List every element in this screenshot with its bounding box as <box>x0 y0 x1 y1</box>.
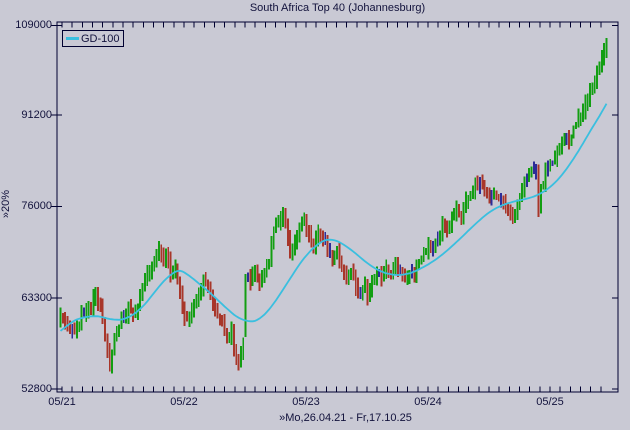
y-tick-label: 91200 <box>21 108 52 121</box>
x-tick-label: 05/22 <box>170 396 198 408</box>
y-tick-label: 76000 <box>21 200 52 212</box>
y-tick-label: 63300 <box>21 291 52 304</box>
ma-100-line <box>59 103 608 332</box>
x-tick-label: 05/21 <box>48 396 76 408</box>
x-tick-label: 05/24 <box>414 396 442 408</box>
legend-label: GD-100 <box>81 32 120 45</box>
legend-line-swatch <box>66 37 79 40</box>
legend-box: GD-100 <box>62 30 124 47</box>
chart-title: South Africa Top 40 (Johannesburg) <box>249 2 426 14</box>
axes-and-bars <box>51 21 619 393</box>
x-tick-label: 05/23 <box>292 396 320 408</box>
x-tick-label: 05/25 <box>536 396 564 408</box>
date-range-label: »Mo,26.04.21 - Fr,17.10.25 <box>279 412 412 424</box>
y-tick-label: 109000 <box>15 19 52 32</box>
y-tick-label: 52800 <box>21 382 52 395</box>
